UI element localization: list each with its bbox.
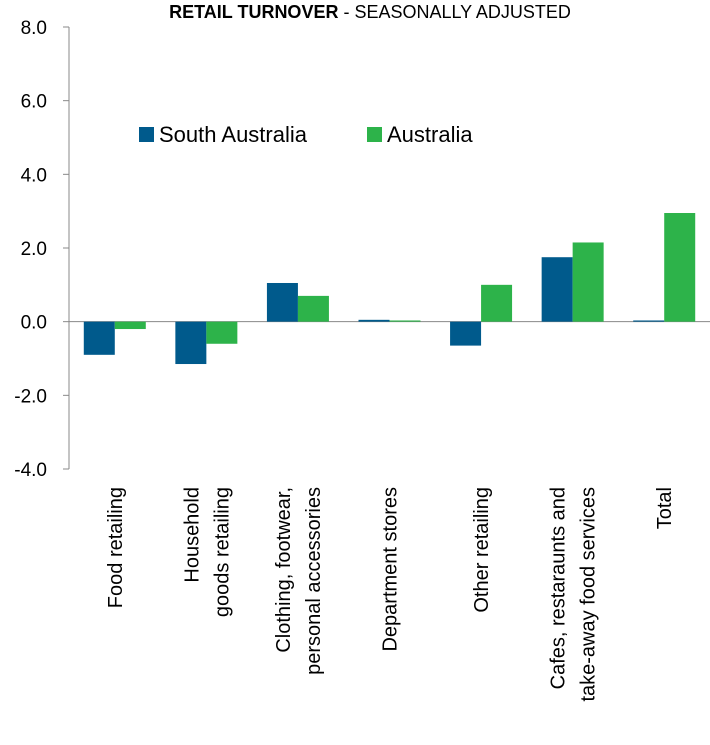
legend: South Australia Australia [139,122,473,147]
category-label-5-line-1: take-away food services [578,487,600,702]
bar-australia-6 [664,213,696,322]
bar-australia-3 [389,320,421,322]
category-label-4-line-0: Other retailing [471,487,493,613]
legend-swatch-south-australia [139,127,154,142]
category-label-1-line-1: goods retailing [211,487,233,617]
chart-title-rest: - SEASONALLY ADJUSTED [338,2,570,22]
bar-australia-0 [114,321,146,330]
legend-swatch-australia [367,127,382,142]
bar-south-australia-5 [541,257,573,322]
bar-south-australia-2 [266,282,298,322]
category-labels: Food retailing Household goods retailing Cl… [105,487,676,702]
y-tick-label: 2.0 [21,239,47,260]
category-label-0-line-0: Food retailing [105,487,127,608]
bar-south-australia-1 [175,321,207,365]
chart-title-bold: RETAIL TURNOVER [169,2,338,22]
y-tick-label: 8.0 [21,18,47,39]
y-tick-label: 6.0 [21,92,47,113]
category-label-3-line-0: Department stores [380,487,402,652]
bar-australia-4 [481,284,513,322]
axis-layer: 8.0 6.0 4.0 2.0 0.0 -2.0 -4.0 [14,18,710,481]
chart-title: RETAIL TURNOVER - SEASONALLY ADJUSTED [169,2,571,22]
category-label-2-line-1: personal accessories [303,487,325,675]
legend-label-south-australia: South Australia [159,122,308,147]
bar-south-australia-3 [358,319,390,322]
y-tick-label: -2.0 [14,386,47,407]
category-label-5-line-0: Cafes, restaraunts and [548,487,570,689]
category-label-2-line-0: Clothing, footwear, [273,487,295,653]
category-label-1-line-0: Household [181,487,203,583]
bar-australia-1 [206,321,238,344]
y-tick-label: -4.0 [14,460,47,481]
bar-south-australia-4 [450,321,482,346]
y-tick-label: 4.0 [21,165,47,186]
bar-australia-2 [297,295,329,322]
legend-label-australia: Australia [387,122,473,147]
y-tick-label: 0.0 [21,313,47,334]
bar-australia-5 [572,242,604,322]
bar-south-australia-0 [83,321,115,355]
category-label-6-line-0: Total [654,487,676,529]
bar-south-australia-6 [633,320,665,322]
bar-layer [83,213,696,365]
